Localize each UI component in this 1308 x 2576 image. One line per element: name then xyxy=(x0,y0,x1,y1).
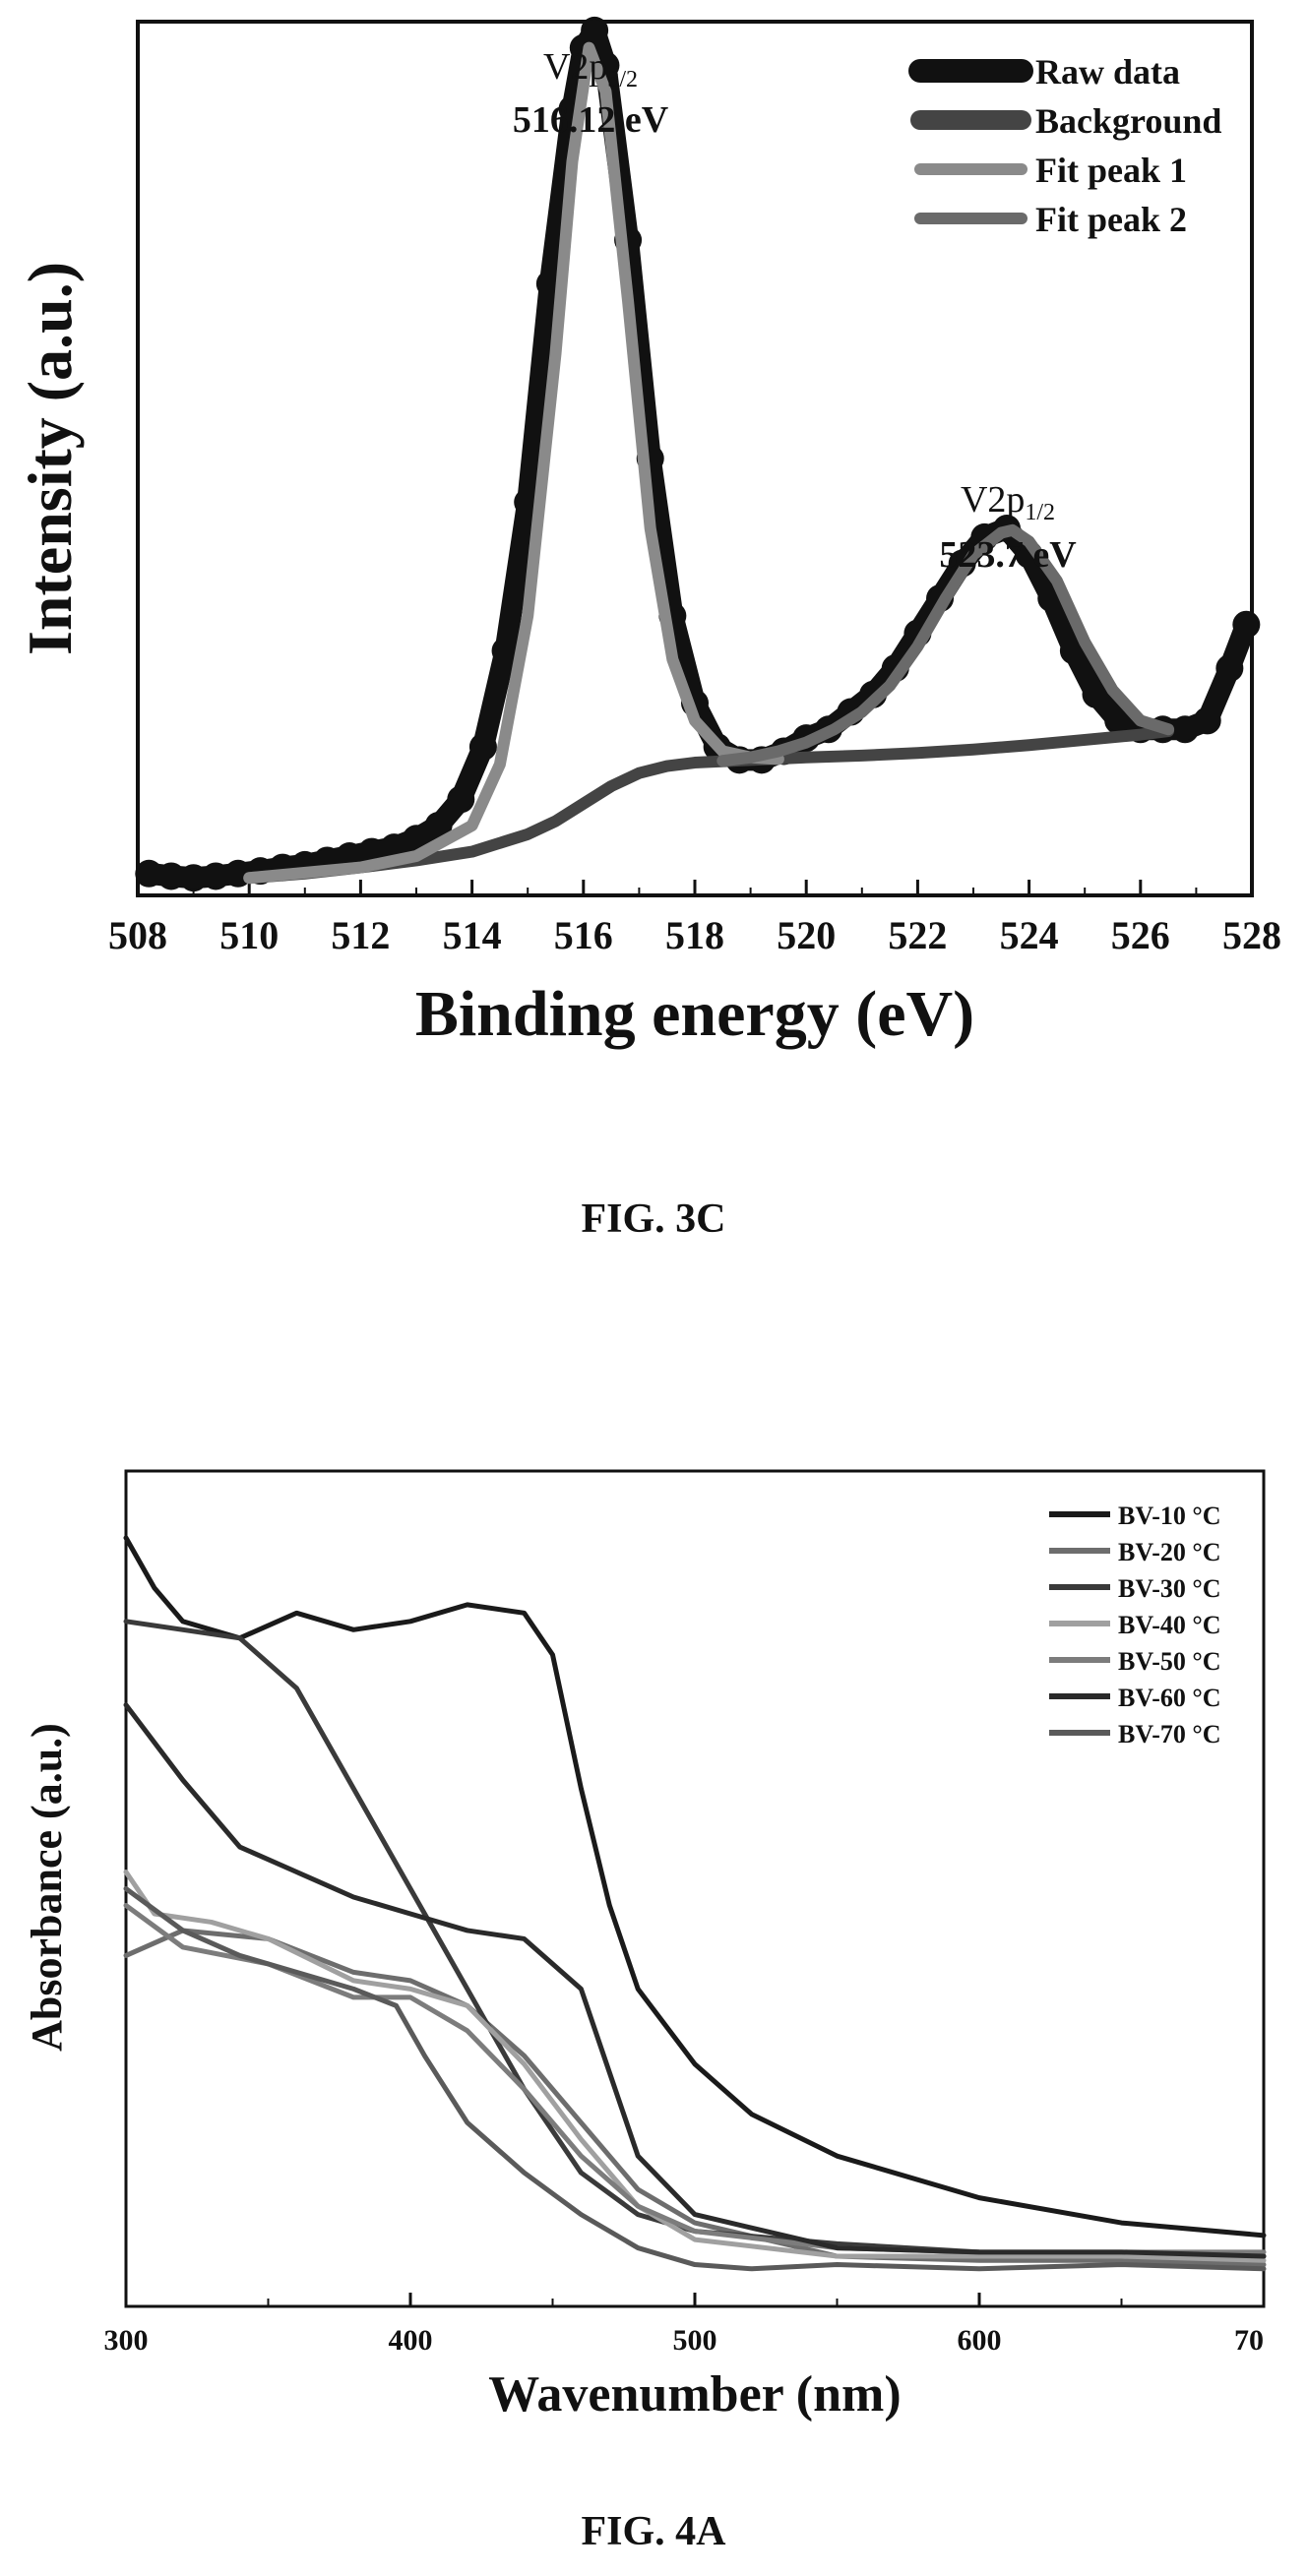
xps-x-tick-label: 508 xyxy=(108,913,167,957)
absorbance-legend-label: BV-70 °C xyxy=(1118,1720,1221,1748)
absorbance-x-axis-label: Wavenumber (nm) xyxy=(488,2366,901,2423)
xps-x-tick-label: 518 xyxy=(665,913,724,957)
absorbance-x-tick-label: 500 xyxy=(673,2324,717,2357)
absorbance-legend-label: BV-40 °C xyxy=(1118,1611,1221,1639)
fig-3c-caption: FIG. 3C xyxy=(582,1196,726,1242)
legend-label-background: Background xyxy=(1035,101,1221,141)
absorbance-x-tick-label: 400 xyxy=(389,2324,433,2357)
annotation-v2p12-label: V2p1/2 xyxy=(961,479,1055,525)
xps-legend: Raw data Background Fit peak 1 Fit peak 2 xyxy=(908,52,1221,239)
absorbance-x-ticks: 300 400 500 600 70 xyxy=(104,2293,1266,2357)
absorbance-chart: 300 400 500 600 70 Absorbance (a.u.) Wavenum… xyxy=(23,1469,1267,2554)
absorbance-series-line xyxy=(123,1535,1267,2239)
annotation-v2p32-value: 516.12 eV xyxy=(513,99,669,141)
absorbance-legend: BV-10 °C BV-20 °C BV-30 °C BV-40 °C BV-50 °C… xyxy=(1049,1502,1221,1748)
xps-x-tick-label: 512 xyxy=(331,913,390,957)
absorbance-y-axis-label: Absorbance (a.u.) xyxy=(23,1723,71,2052)
legend-label-raw-data: Raw data xyxy=(1035,52,1180,92)
annotation-v2p32: V2p3/2 516.12 eV xyxy=(513,46,669,141)
xps-x-tick-label: 510 xyxy=(219,913,279,957)
xps-x-tick-label: 526 xyxy=(1111,913,1170,957)
series-line-background xyxy=(243,725,1175,885)
absorbance-legend-label: BV-60 °C xyxy=(1118,1684,1221,1712)
xps-x-tick-label: 528 xyxy=(1222,913,1281,957)
xps-x-tick-label: 516 xyxy=(554,913,613,957)
legend-label-fit-peak-1: Fit peak 1 xyxy=(1035,151,1187,190)
series-line-fit-peak-2 xyxy=(716,523,1175,767)
xps-x-ticks: 508 510 512 514 516 518 520 522 524 526 528 xyxy=(108,880,1281,957)
annotation-v2p12: V2p1/2 523.7 eV xyxy=(939,479,1077,576)
annotation-v2p12-value: 523.7 eV xyxy=(939,534,1077,576)
xps-series xyxy=(135,16,1261,892)
xps-x-tick-label: 514 xyxy=(443,913,502,957)
absorbance-series-line xyxy=(123,1619,1267,2259)
absorbance-series-line xyxy=(123,1902,1267,2255)
series-line-fit-peak-1 xyxy=(243,41,784,885)
absorbance-x-tick-label: 600 xyxy=(958,2324,1002,2357)
absorbance-series xyxy=(123,1535,1267,2272)
legend-label-fit-peak-2: Fit peak 2 xyxy=(1035,200,1187,239)
xps-y-axis-label: Intensity (a.u.) xyxy=(15,262,85,655)
absorbance-legend-label: BV-30 °C xyxy=(1118,1574,1221,1603)
xps-x-tick-label: 520 xyxy=(777,913,836,957)
raw-data-trace xyxy=(138,19,1258,889)
fig-4a-caption: FIG. 4A xyxy=(582,2509,727,2554)
xps-chart: 508 510 512 514 516 518 520 522 524 526 528 Intens… xyxy=(15,16,1281,1242)
xps-x-tick-label: 522 xyxy=(888,913,947,957)
absorbance-x-tick-label: 70 xyxy=(1234,2324,1264,2357)
annotation-v2p32-label: V2p3/2 xyxy=(543,46,638,92)
absorbance-series-line xyxy=(123,1870,1267,2263)
absorbance-plot-frame xyxy=(124,1469,1266,2308)
absorbance-legend-label: BV-20 °C xyxy=(1118,1538,1221,1566)
xps-x-tick-label: 524 xyxy=(1000,913,1059,957)
absorbance-series-line xyxy=(123,1886,1267,2272)
absorbance-legend-label: BV-50 °C xyxy=(1118,1647,1221,1676)
absorbance-legend-label: BV-10 °C xyxy=(1118,1502,1221,1530)
absorbance-series-line xyxy=(123,1702,1267,2259)
absorbance-x-tick-label: 300 xyxy=(104,2324,149,2357)
xps-x-axis-label: Binding energy (eV) xyxy=(415,978,974,1050)
